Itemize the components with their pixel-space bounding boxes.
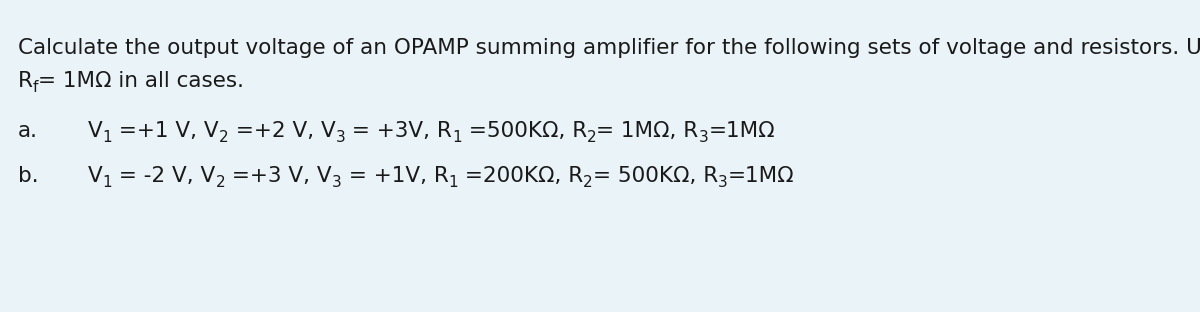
Text: = +3V, R: = +3V, R bbox=[346, 121, 452, 141]
Text: = -2 V, V: = -2 V, V bbox=[113, 166, 216, 186]
Text: f: f bbox=[34, 80, 38, 95]
Text: = +1V, R: = +1V, R bbox=[342, 166, 449, 186]
Text: V: V bbox=[88, 121, 103, 141]
Text: = 500KΩ, R: = 500KΩ, R bbox=[593, 166, 719, 186]
Text: 2: 2 bbox=[587, 130, 596, 145]
Text: 1: 1 bbox=[452, 130, 462, 145]
Text: b.: b. bbox=[18, 166, 38, 186]
Text: =1MΩ: =1MΩ bbox=[708, 121, 775, 141]
Text: = 1MΩ in all cases.: = 1MΩ in all cases. bbox=[38, 71, 245, 91]
Text: V: V bbox=[88, 166, 103, 186]
Text: a.: a. bbox=[18, 121, 38, 141]
Text: =200KΩ, R: =200KΩ, R bbox=[458, 166, 583, 186]
Text: 1: 1 bbox=[103, 130, 113, 145]
Text: 2: 2 bbox=[220, 130, 229, 145]
Text: 1: 1 bbox=[449, 175, 458, 190]
Text: 3: 3 bbox=[335, 130, 346, 145]
Text: =+2 V, V: =+2 V, V bbox=[229, 121, 335, 141]
Text: 2: 2 bbox=[216, 175, 226, 190]
Text: =500KΩ, R: =500KΩ, R bbox=[462, 121, 587, 141]
Text: Calculate the output voltage of an OPAMP summing amplifier for the following set: Calculate the output voltage of an OPAMP… bbox=[18, 38, 1200, 58]
Text: 1: 1 bbox=[103, 175, 113, 190]
Text: 3: 3 bbox=[719, 175, 728, 190]
Text: = 1MΩ, R: = 1MΩ, R bbox=[596, 121, 698, 141]
Text: =1MΩ: =1MΩ bbox=[728, 166, 794, 186]
Text: =+3 V, V: =+3 V, V bbox=[226, 166, 332, 186]
Text: R: R bbox=[18, 71, 34, 91]
Text: =+1 V, V: =+1 V, V bbox=[113, 121, 220, 141]
Text: 2: 2 bbox=[583, 175, 593, 190]
Text: 3: 3 bbox=[698, 130, 708, 145]
Text: 3: 3 bbox=[332, 175, 342, 190]
